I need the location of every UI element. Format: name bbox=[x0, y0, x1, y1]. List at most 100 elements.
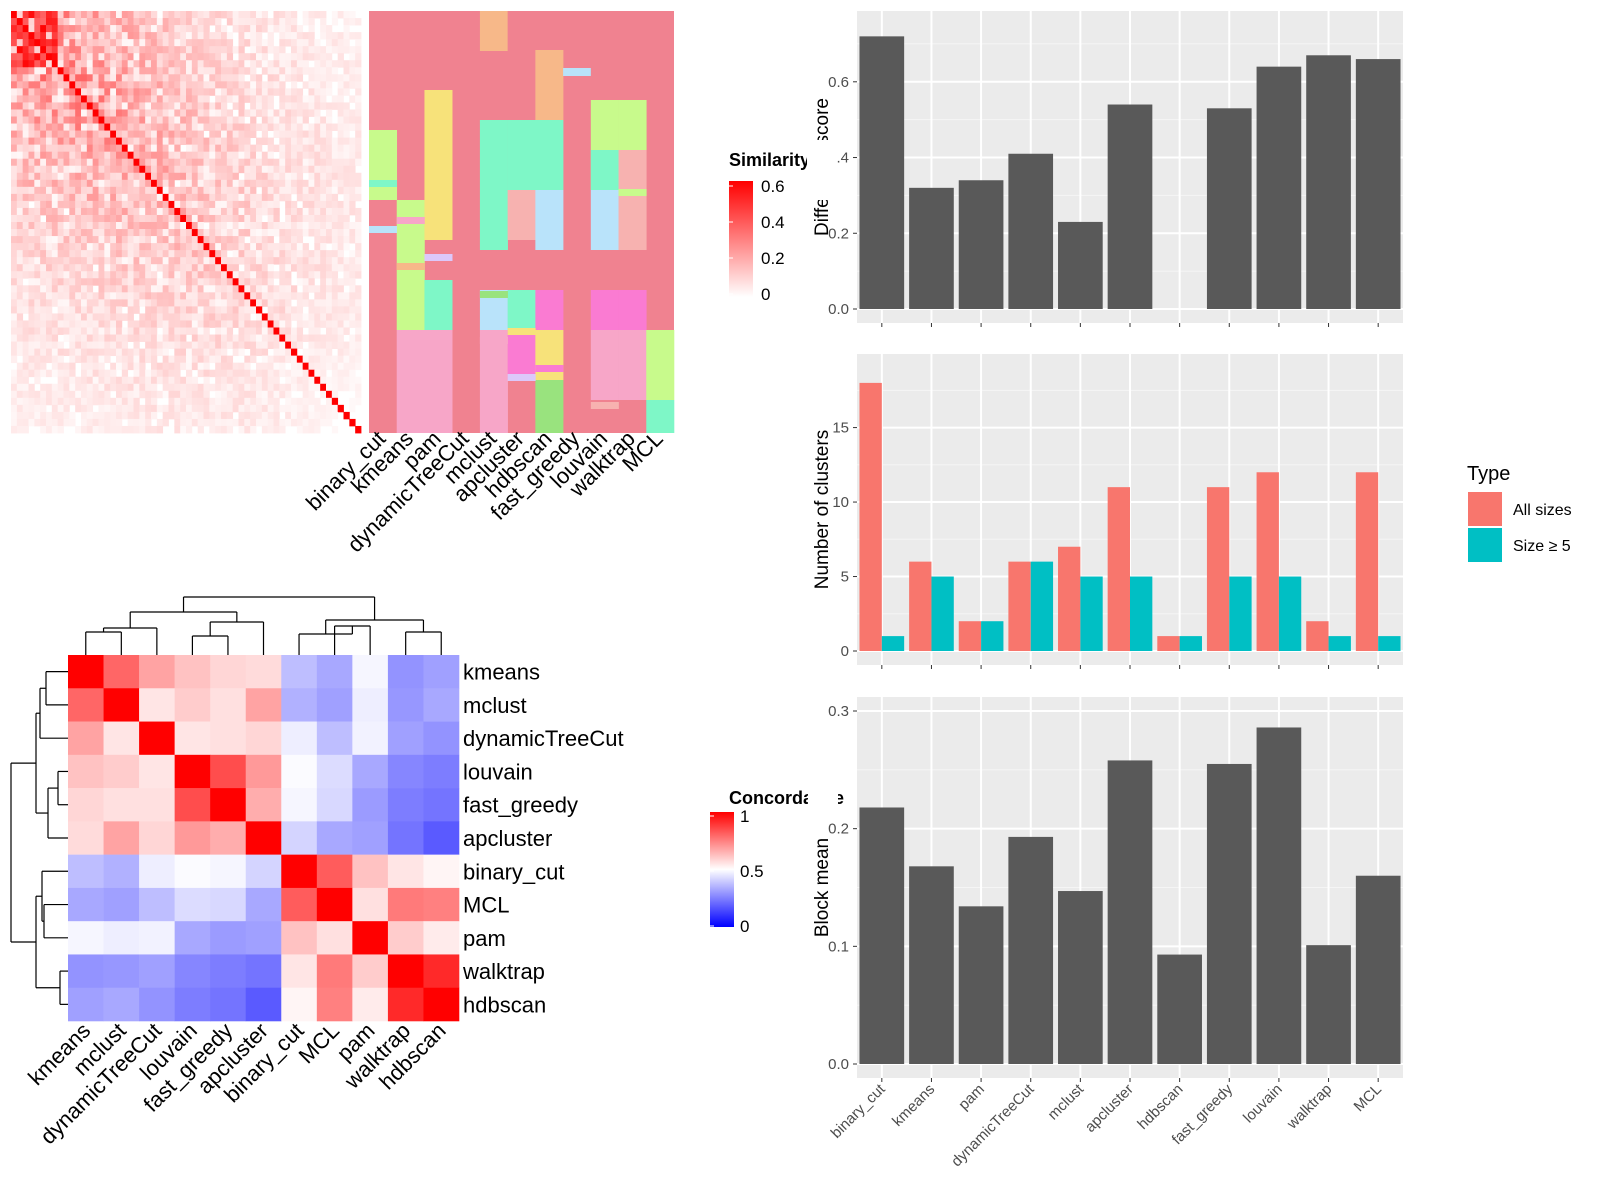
similarity-cell bbox=[256, 95, 263, 103]
similarity-cell bbox=[151, 39, 158, 47]
similarity-cell bbox=[46, 250, 53, 258]
similarity-cell bbox=[57, 229, 64, 237]
similarity-cell bbox=[11, 418, 18, 427]
similarity-cell bbox=[57, 404, 64, 413]
similarity-cell bbox=[104, 207, 111, 216]
similarity-cell bbox=[116, 102, 123, 110]
similarity-cell bbox=[16, 60, 24, 68]
similarity-cell bbox=[226, 306, 234, 314]
assignment-cell bbox=[535, 411, 564, 418]
similarity-cell bbox=[116, 186, 123, 195]
similarity-cell bbox=[51, 341, 59, 349]
similarity-cell bbox=[16, 18, 24, 26]
similarity-cell bbox=[221, 292, 228, 300]
similarity-cell bbox=[69, 172, 76, 181]
concordance-cell bbox=[281, 754, 318, 789]
similarity-cell bbox=[86, 172, 94, 181]
similarity-cell bbox=[308, 327, 315, 335]
similarity-cell bbox=[168, 327, 175, 335]
similarity-cell bbox=[11, 271, 18, 279]
similarity-cell bbox=[296, 369, 304, 378]
similarity-cell bbox=[139, 222, 146, 230]
concordance-cell bbox=[352, 688, 389, 722]
similarity-cell bbox=[104, 327, 111, 335]
similarity-cell bbox=[57, 306, 64, 314]
similarity-cell bbox=[92, 278, 99, 286]
similarity-cell bbox=[226, 369, 234, 378]
similarity-cell bbox=[81, 95, 88, 103]
similarity-cell bbox=[314, 137, 321, 146]
similarity-cell bbox=[355, 397, 362, 406]
similarity-cell bbox=[63, 222, 70, 230]
similarity-cell bbox=[209, 383, 216, 392]
similarity-cell bbox=[302, 362, 309, 371]
similarity-cell bbox=[133, 369, 140, 378]
similarity-cell bbox=[168, 404, 175, 413]
similarity-cell bbox=[57, 123, 64, 131]
similarity-cell bbox=[168, 214, 175, 223]
similarity-cell bbox=[302, 95, 309, 103]
similarity-cell bbox=[28, 46, 35, 54]
similarity-cell bbox=[145, 257, 152, 265]
similarity-cell bbox=[349, 95, 356, 103]
similarity-cell bbox=[191, 278, 199, 286]
similarity-cell bbox=[331, 383, 339, 392]
similarity-cell bbox=[355, 313, 362, 321]
similarity-cell bbox=[92, 390, 99, 399]
similarity-cell bbox=[191, 229, 199, 237]
similarity-cell bbox=[215, 18, 222, 26]
similarity-cell bbox=[81, 299, 88, 307]
similarity-cell bbox=[273, 306, 280, 314]
bar bbox=[1256, 727, 1302, 1064]
similarity-cell bbox=[156, 144, 164, 153]
similarity-cell bbox=[116, 214, 123, 223]
similarity-cell bbox=[191, 32, 199, 40]
similarity-cell bbox=[11, 144, 18, 153]
similarity-cell bbox=[34, 109, 41, 117]
similarity-cell bbox=[104, 200, 111, 209]
similarity-cell bbox=[116, 95, 123, 103]
bar bbox=[981, 621, 1004, 651]
similarity-cell bbox=[34, 144, 41, 153]
similarity-cell bbox=[57, 151, 64, 160]
similarity-cell bbox=[186, 18, 193, 26]
similarity-cell bbox=[331, 158, 339, 167]
similarity-cell bbox=[92, 81, 99, 89]
similarity-cell bbox=[69, 144, 76, 153]
similarity-cell bbox=[238, 222, 245, 230]
similarity-cell bbox=[238, 257, 245, 265]
similarity-cell bbox=[191, 390, 199, 399]
similarity-cell bbox=[326, 193, 333, 202]
similarity-cell bbox=[203, 390, 210, 399]
similarity-cell bbox=[221, 11, 228, 19]
similarity-cell bbox=[209, 243, 216, 251]
similarity-cell bbox=[11, 229, 18, 237]
similarity-cell bbox=[81, 25, 88, 33]
similarity-cell bbox=[151, 207, 158, 216]
similarity-cell bbox=[349, 355, 356, 364]
similarity-cell bbox=[81, 243, 88, 251]
similarity-cell bbox=[261, 376, 269, 385]
similarity-cell bbox=[121, 200, 129, 209]
similarity-cell bbox=[314, 165, 321, 174]
similarity-cell bbox=[355, 172, 362, 181]
similarity-cell bbox=[46, 397, 53, 406]
similarity-cell bbox=[250, 151, 257, 160]
similarity-cell bbox=[267, 376, 274, 385]
similarity-cell bbox=[16, 369, 24, 378]
similarity-cell bbox=[279, 278, 286, 286]
similarity-cell bbox=[34, 355, 41, 364]
similarity-cell bbox=[110, 137, 117, 146]
similarity-cell bbox=[63, 165, 70, 174]
similarity-cell bbox=[121, 53, 129, 61]
bar bbox=[1256, 66, 1302, 310]
similarity-cell bbox=[337, 299, 344, 307]
similarity-cell bbox=[256, 411, 263, 420]
similarity-cell bbox=[22, 285, 29, 293]
similarity-cell bbox=[86, 74, 94, 82]
similarity-cell bbox=[215, 200, 222, 209]
similarity-cell bbox=[355, 179, 362, 188]
similarity-cell bbox=[81, 411, 88, 420]
similarity-cell bbox=[308, 306, 315, 314]
similarity-cell bbox=[16, 39, 24, 47]
